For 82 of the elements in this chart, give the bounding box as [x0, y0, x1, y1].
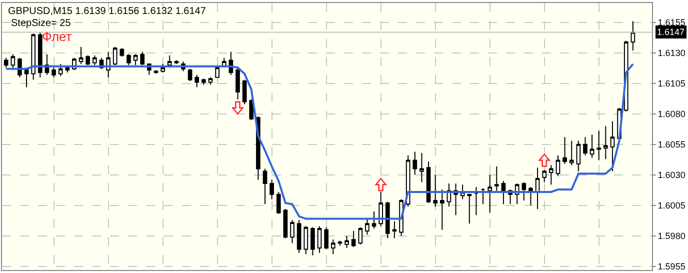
- candlestick: [112, 46, 118, 66]
- y-tick-label: 1.6105: [658, 78, 686, 89]
- candlestick: [188, 68, 192, 82]
- candlestick: [338, 240, 342, 246]
- candlestick: [576, 140, 581, 172]
- candlestick: [474, 186, 478, 216]
- candlestick: [4, 57, 8, 68]
- candlestick: [52, 67, 56, 78]
- candlestick: [488, 174, 492, 214]
- candlestick: [10, 54, 16, 70]
- candlestick: [372, 210, 376, 230]
- candlestick: [501, 180, 506, 205]
- candlestick: [317, 226, 322, 254]
- candlestick: [38, 32, 42, 78]
- candlestick: [304, 226, 308, 255]
- candlestick: [120, 48, 124, 58]
- candlestick: [569, 140, 574, 166]
- candlestick: [290, 220, 294, 244]
- candlestick: [522, 182, 526, 202]
- candlestick: [630, 20, 636, 52]
- candlestick: [242, 79, 247, 105]
- candlestick: [480, 188, 486, 205]
- candlestick: [324, 226, 328, 250]
- candlestick: [133, 54, 138, 66]
- ref-line-label: 1.6147: [657, 27, 685, 37]
- y-tick-label: 1.5955: [658, 261, 686, 272]
- candlestick: [604, 126, 608, 160]
- candlestick: [126, 54, 131, 66]
- candlestick: [24, 68, 29, 88]
- candlestick: [583, 136, 588, 156]
- candlestick: [610, 120, 615, 172]
- candlestick: [542, 170, 547, 183]
- candlestick: [249, 98, 254, 121]
- candlestick: [78, 46, 84, 64]
- candlestick: [283, 208, 288, 239]
- candlestick: [92, 54, 97, 66]
- candlestick: [392, 220, 397, 239]
- candlestick: [58, 63, 63, 77]
- candlestick: [160, 63, 165, 73]
- candlestick: [31, 32, 36, 80]
- candlestick: [140, 51, 145, 66]
- candlestick: [562, 136, 567, 164]
- candlestick: [358, 226, 363, 245]
- candlestick: [365, 218, 370, 236]
- candlestick: [215, 66, 220, 78]
- candlestick: [276, 191, 281, 214]
- candlestick: [262, 168, 268, 205]
- candlestick: [236, 67, 240, 100]
- candlestick: [296, 220, 302, 254]
- candlestick: [440, 189, 444, 230]
- candlestick: [86, 54, 90, 66]
- line-series: [5, 62, 634, 220]
- candlestick: [351, 230, 356, 248]
- candlestick: [202, 78, 206, 86]
- chart-title: GBPUSD,M15 1.6139 1.6156 1.6132 1.6147: [8, 6, 206, 17]
- candlestick: [548, 164, 554, 186]
- y-tick-label: 1.6080: [658, 109, 686, 120]
- candlestick: [344, 235, 349, 249]
- candlestick: [270, 179, 274, 200]
- candlestick: [590, 134, 594, 158]
- annotation: Флет: [42, 29, 72, 44]
- y-tick-label: 1.6055: [658, 140, 686, 150]
- candlestick: [467, 194, 472, 224]
- candlestick: [310, 226, 315, 256]
- candlestick: [420, 152, 424, 183]
- candlestick: [535, 167, 540, 210]
- y-tick-label: 1.6005: [658, 200, 686, 211]
- candlestick: [433, 174, 438, 208]
- y-tick-label: 1.6030: [658, 170, 686, 180]
- candlestick: [330, 239, 336, 255]
- text: StepSize= 25: [11, 18, 72, 29]
- candlestick: [494, 166, 499, 192]
- candlestick: [385, 201, 390, 239]
- candlestick: [412, 151, 418, 176]
- y-tick-label: 1.5980: [658, 231, 686, 242]
- candlestick: [596, 130, 602, 161]
- candlestick: [194, 74, 200, 88]
- y-tick-label: 1.6155: [658, 18, 686, 28]
- candlestick: [556, 154, 560, 177]
- y-tick-label: 1.6130: [658, 48, 686, 58]
- candlestick: [378, 191, 383, 227]
- candlestick: [208, 76, 213, 86]
